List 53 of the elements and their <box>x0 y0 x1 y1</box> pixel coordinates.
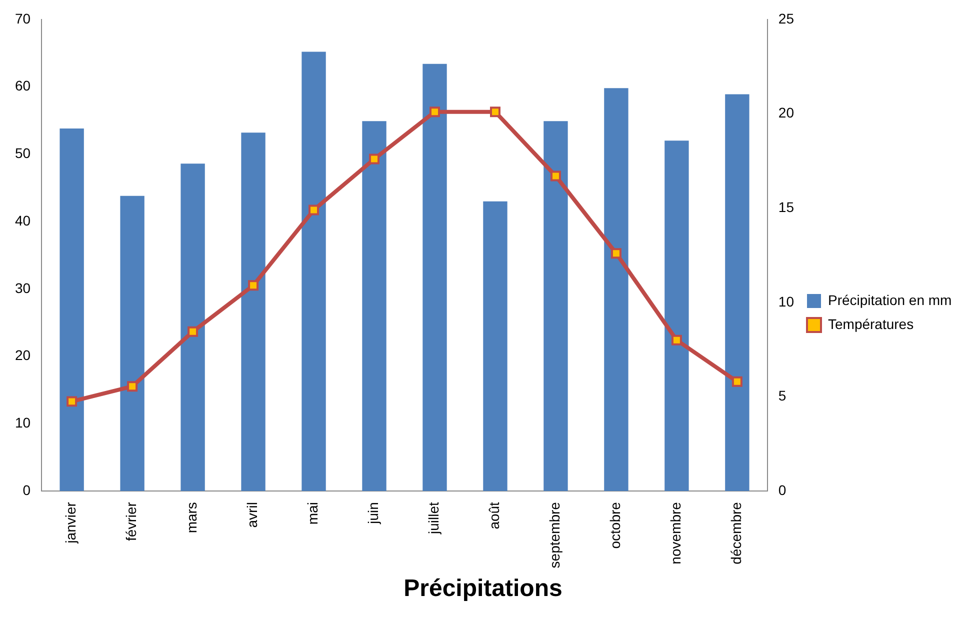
point <box>248 280 259 291</box>
y-tick-label: 10 <box>14 414 31 431</box>
bar <box>60 128 84 492</box>
bar <box>422 64 447 492</box>
x-tick-label: décembre <box>728 502 744 564</box>
x-tick-label: août <box>486 502 502 530</box>
y2-tick-label: 5 <box>778 388 786 404</box>
point <box>127 381 138 392</box>
point <box>188 326 198 337</box>
legend-label: Précipitation en mm <box>828 292 952 308</box>
y-tick-label: 20 <box>14 347 31 364</box>
x-tick-label: juin <box>365 502 382 525</box>
y-tick-label: 50 <box>14 145 31 162</box>
bar <box>362 121 386 492</box>
x-tick-label: septembre <box>546 502 563 568</box>
y2-tick-label: 20 <box>778 104 794 121</box>
y-tick-label: 30 <box>14 280 31 296</box>
x-tick-label: janvier <box>62 502 79 544</box>
point <box>550 170 561 182</box>
x-tick-label: novembre <box>668 502 684 564</box>
x-tick-label: mai <box>304 502 321 525</box>
legend-label: Températures <box>828 316 914 332</box>
point <box>490 106 500 118</box>
bar <box>604 88 628 492</box>
bar <box>544 121 568 492</box>
bar <box>120 196 144 492</box>
bar <box>302 52 326 492</box>
point <box>671 334 682 346</box>
point <box>66 396 78 407</box>
y2-tick-label: 25 <box>778 10 794 26</box>
y-tick-label: 40 <box>14 212 31 228</box>
y-tick-label: 0 <box>22 482 31 498</box>
y-tick-label: 70 <box>14 10 31 26</box>
x-tick-label: octobre <box>607 502 624 549</box>
bar <box>180 164 205 492</box>
point <box>732 376 742 387</box>
x-tick-label: mars <box>184 502 200 534</box>
bar <box>664 140 689 492</box>
point <box>369 154 380 164</box>
bar <box>483 201 508 492</box>
y-tick-label: 60 <box>14 78 31 94</box>
y2-tick-label: 10 <box>778 293 794 310</box>
bar <box>241 132 266 492</box>
point <box>610 248 622 259</box>
x-tick-label: février <box>123 502 140 541</box>
y2-tick-label: 15 <box>778 198 794 215</box>
bar <box>725 94 750 492</box>
x-tick-label: avril <box>244 502 260 528</box>
text: Précipitations <box>404 575 562 602</box>
point <box>430 106 440 118</box>
point <box>308 204 320 216</box>
x-tick-label: juillet <box>426 502 442 535</box>
y2-tick-label: 0 <box>778 482 786 498</box>
